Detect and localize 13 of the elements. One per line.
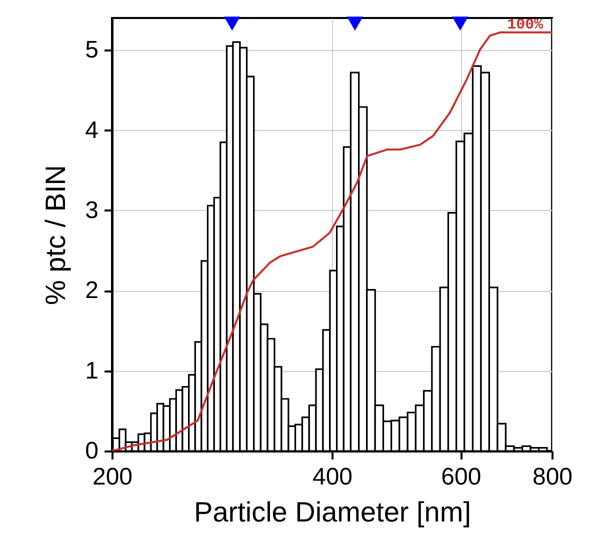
y-tick-label: 0 [85, 438, 98, 464]
x-tick-label: 600 [441, 464, 482, 490]
y-tick-label: 4 [85, 116, 98, 144]
x-tick-label: 200 [92, 464, 133, 490]
annotation: 100% [507, 16, 544, 34]
y-tick-label: 5 [85, 36, 98, 64]
y-tick-label: 1 [85, 357, 98, 384]
x-tick-label: 400 [312, 464, 353, 490]
y-axis-title: % ptc / BIN [40, 164, 72, 306]
y-tick-label: 2 [85, 277, 98, 304]
x-axis-title: Particle Diameter [nm] [194, 496, 471, 528]
y-tick-label: 3 [85, 196, 98, 224]
x-tick-label: 800 [532, 464, 573, 490]
